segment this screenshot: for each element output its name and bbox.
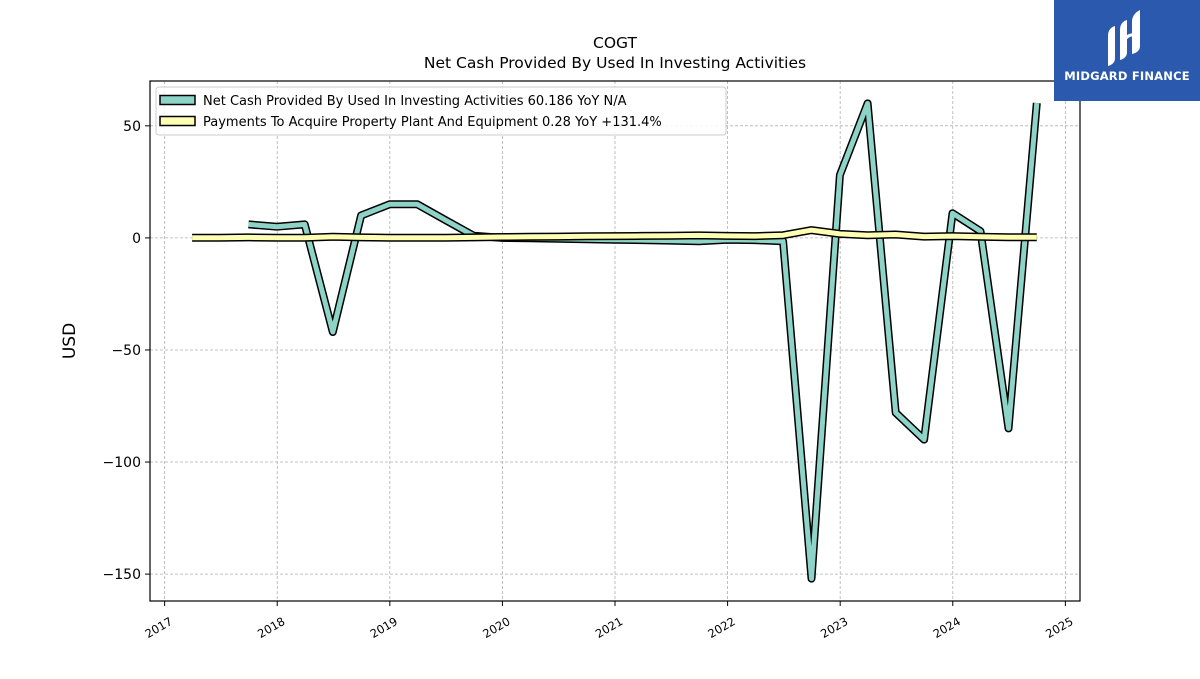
y-tick-label: −50: [111, 343, 141, 359]
x-tick-label: 2025: [1043, 614, 1075, 641]
x-tick-label: 2020: [480, 614, 512, 641]
midgard-finance-logo: MIDGARD FINANCE: [1054, 0, 1200, 101]
series-0-outline: [248, 99, 1041, 583]
x-tick-label: 2023: [818, 614, 850, 641]
y-tick-label: −100: [103, 455, 141, 471]
legend-swatch: [159, 115, 196, 127]
x-tick-label: 2017: [142, 614, 174, 641]
series-1-line: [192, 227, 1037, 241]
legend-box: [155, 86, 727, 136]
legend-label: Payments To Acquire Property Plant And E…: [203, 115, 662, 130]
midgard-logo-icon: [1108, 10, 1140, 66]
x-tick-label: 2018: [255, 614, 287, 641]
y-tick-label: −150: [103, 567, 141, 583]
legend-swatch: [159, 94, 196, 106]
x-tick-label: 2019: [368, 614, 400, 641]
legend-label: Net Cash Provided By Used In Investing A…: [203, 94, 627, 109]
x-tick-label: 2021: [593, 614, 625, 641]
chart-subtitle: Net Cash Provided By Used In Investing A…: [424, 54, 806, 72]
x-tick-label: 2022: [705, 614, 737, 641]
series-0-line: [248, 100, 1040, 582]
chart-title: COGT: [593, 34, 637, 52]
y-tick-label: 0: [132, 231, 141, 247]
x-tick-label: 2024: [931, 614, 963, 641]
y-axis-label: USD: [60, 323, 80, 359]
y-tick-label: 50: [123, 119, 141, 135]
logo-text: MIDGARD FINANCE: [1064, 69, 1190, 83]
